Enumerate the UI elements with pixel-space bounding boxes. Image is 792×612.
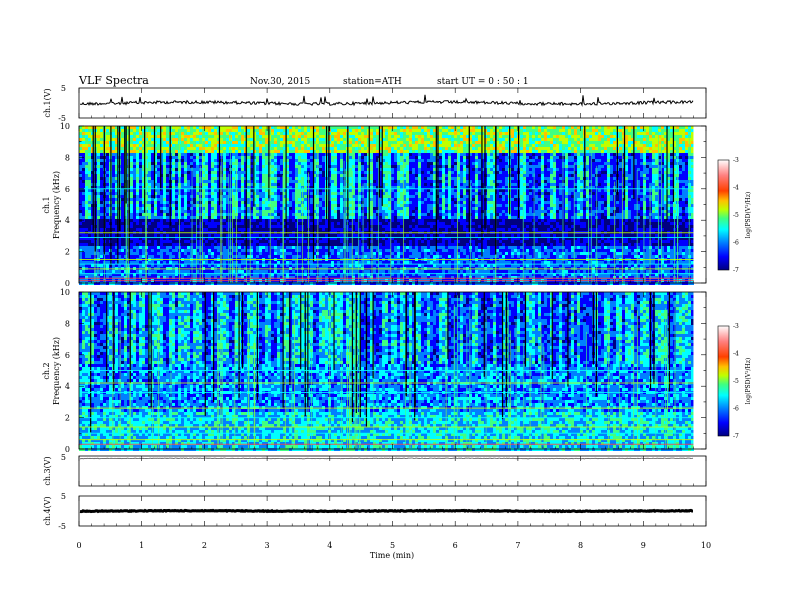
ch2-freq-tick-4: 4	[65, 382, 70, 391]
ch3-voltage-trace	[79, 457, 694, 460]
ch2-cbar-tick-m3: -3	[733, 323, 739, 330]
ch1-ytick-bottom: -5	[58, 114, 66, 123]
ch1-ytick-top: 5	[61, 84, 66, 93]
ch2-freq-tick-6: 6	[65, 351, 70, 360]
ch2-frequency-ylabel: Frequency (kHz)	[52, 337, 61, 405]
ch1-colorbar-gradient	[717, 159, 730, 271]
ch1-voltage-ylabel: ch.1(V)	[43, 88, 52, 117]
ch2-spectrogram	[79, 292, 706, 451]
ch1-freq-tick-10: 10	[60, 122, 70, 131]
ch2-freq-tick-8: 8	[65, 319, 70, 328]
xtick-2: 2	[202, 541, 207, 550]
ch2-frequency-ticks: 0 2 4 6 8 10	[60, 288, 70, 454]
time-axis: 0 1 2 3 4 5 6 7 8 9 10 Time (min)	[76, 541, 711, 560]
ch1-voltage-panel: 5 -5 ch.1(V)	[43, 84, 707, 123]
ch1-freq-tick-2: 2	[65, 248, 70, 257]
ch1-voltage-trace	[79, 94, 694, 107]
ch4-voltage-trace	[79, 508, 693, 514]
ch2-cbar-tick-m4: -4	[733, 351, 739, 358]
xtick-9: 9	[641, 541, 646, 550]
ch3-voltage-ylabel: ch.3(V)	[43, 456, 52, 485]
axis-tick-marks	[78, 88, 707, 526]
ch4-voltage-ylabel: ch.4(V)	[43, 496, 52, 525]
xtick-3: 3	[265, 541, 270, 550]
ch1-colorbar: -3 -4 -5 -6 -7 log(PSD(V²/Hz)	[717, 157, 752, 274]
xtick-4: 4	[327, 541, 332, 550]
ch3-voltage-panel: 5 ch.3(V)	[43, 453, 707, 487]
ch2-freq-tick-10: 10	[60, 288, 70, 297]
ch2-colorbar-gradient	[717, 325, 730, 437]
figure-title: VLF Spectra	[78, 74, 149, 87]
ch1-cbar-tick-m4: -4	[733, 185, 739, 192]
ch1-cbar-tick-m6: -6	[733, 240, 739, 247]
xtick-0: 0	[76, 541, 81, 550]
ch2-channel-label: ch.2	[42, 362, 51, 379]
ch1-freq-tick-8: 8	[65, 153, 70, 162]
ch2-freq-tick-2: 2	[65, 414, 70, 423]
xtick-8: 8	[578, 541, 583, 550]
ch2-cbar-tick-m6: -6	[733, 406, 739, 413]
ch1-frequency-ticks: 0 2 4 6 8 10	[60, 122, 70, 288]
ch1-freq-tick-6: 6	[65, 185, 70, 194]
ch1-freq-tick-4: 4	[65, 216, 70, 225]
xtick-6: 6	[453, 541, 458, 550]
ch2-cbar-tick-m7: -7	[733, 433, 739, 440]
date-label: Nov.30, 2015	[250, 77, 311, 87]
ch1-cbar-tick-m3: -3	[733, 157, 739, 164]
xtick-5: 5	[390, 541, 395, 550]
station-label: station=ATH	[343, 77, 402, 87]
ch2-cbar-tick-m5: -5	[733, 378, 739, 385]
ch1-spectrogram	[79, 126, 706, 285]
ch1-cbar-tick-m7: -7	[733, 267, 739, 274]
start-time-label: start UT = 0 : 50 : 1	[437, 77, 529, 87]
ch2-colorbar: -3 -4 -5 -6 -7 log(PSD(V²/Hz)	[717, 323, 752, 440]
ch1-frequency-ylabel: Frequency (kHz)	[52, 171, 61, 239]
ch1-spectrogram-panel: 0 2 4 6 8 10 ch.1 Frequency (kHz) -3 -4 …	[42, 122, 752, 288]
xtick-1: 1	[139, 541, 144, 550]
ch1-channel-label: ch.1	[42, 196, 51, 213]
ch2-freq-tick-0: 0	[65, 445, 70, 454]
ch4-ytick-bottom: -5	[58, 522, 66, 531]
ch2-colorbar-label: log(PSD(V²/Hz)	[745, 358, 752, 405]
xtick-7: 7	[515, 541, 520, 550]
ch1-cbar-tick-m5: -5	[733, 212, 739, 219]
ch4-voltage-panel: 5 -5 ch.4(V)	[43, 492, 707, 531]
ch3-ytick-top: 5	[61, 453, 66, 462]
ch2-spectrogram-panel: 0 2 4 6 8 10 ch.2 Frequency (kHz) -3 -4 …	[42, 288, 752, 454]
xtick-10: 10	[701, 541, 711, 550]
time-axis-label: Time (min)	[370, 551, 414, 560]
ch1-colorbar-label: log(PSD(V²/Hz)	[745, 192, 752, 239]
ch1-freq-tick-0: 0	[65, 279, 70, 288]
ch4-ytick-top: 5	[61, 492, 66, 501]
